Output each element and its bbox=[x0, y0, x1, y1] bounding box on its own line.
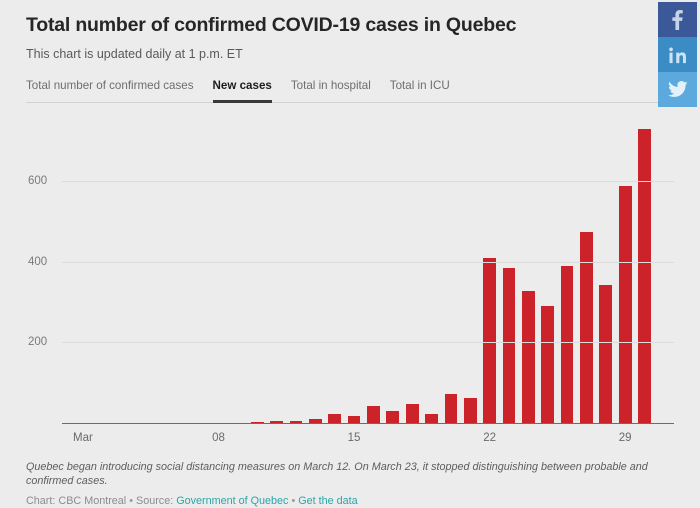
bar[interactable] bbox=[308, 419, 322, 423]
bar[interactable] bbox=[618, 185, 632, 423]
share-linkedin-button[interactable] bbox=[658, 37, 697, 72]
share-twitter-button[interactable] bbox=[658, 72, 697, 107]
credit-chart-by: Chart: CBC Montreal bbox=[26, 495, 127, 507]
bar[interactable] bbox=[347, 416, 361, 423]
bar[interactable] bbox=[599, 285, 613, 423]
x-axis-line bbox=[62, 423, 674, 425]
twitter-icon bbox=[667, 81, 688, 97]
x-axis-label-15: 15 bbox=[347, 432, 361, 444]
bar[interactable] bbox=[502, 268, 516, 423]
x-axis-label-22: 22 bbox=[483, 432, 497, 444]
tab-total-in-hospital[interactable]: Total in hospital bbox=[290, 79, 371, 92]
chart-credit: Chart: CBC Montreal • Source: Government… bbox=[26, 488, 674, 508]
share-facebook-button[interactable] bbox=[658, 2, 697, 37]
chart-footnotes: Quebec began introducing social distanci… bbox=[26, 451, 674, 508]
x-axis-label-29: 29 bbox=[618, 432, 632, 444]
credit-separator-2: • bbox=[291, 495, 296, 507]
bar[interactable] bbox=[386, 410, 400, 423]
y-axis-label-400: 400 bbox=[28, 255, 48, 268]
bar[interactable] bbox=[560, 266, 574, 423]
bar[interactable] bbox=[541, 306, 555, 423]
chart-header: Total number of confirmed COVID-19 cases… bbox=[0, 0, 700, 62]
chart-tabs: Total number of confirmed cases New cases… bbox=[26, 62, 674, 103]
tab-new-cases[interactable]: New cases bbox=[212, 79, 272, 103]
tab-total-number-of-confirmed-cases[interactable]: Total number of confirmed cases bbox=[26, 79, 194, 92]
bar[interactable] bbox=[521, 290, 535, 423]
y-axis-label-200: 200 bbox=[28, 336, 48, 349]
bar[interactable] bbox=[289, 421, 303, 423]
chart-subtitle: This chart is updated daily at 1 p.m. ET bbox=[26, 47, 243, 61]
social-share-stack bbox=[658, 2, 697, 107]
bar[interactable] bbox=[483, 257, 496, 423]
bar[interactable] bbox=[328, 414, 342, 423]
tab-total-in-icu[interactable]: Total in ICU bbox=[389, 79, 450, 92]
page-title: Total number of confirmed COVID-19 cases… bbox=[26, 14, 517, 36]
gridline-600 bbox=[62, 181, 674, 183]
chart-note: Quebec began introducing social distanci… bbox=[26, 461, 648, 487]
bar[interactable] bbox=[367, 406, 380, 423]
bar[interactable] bbox=[250, 421, 264, 423]
bar[interactable] bbox=[425, 413, 438, 423]
bar-series bbox=[62, 103, 674, 451]
bar[interactable] bbox=[463, 398, 477, 423]
bar[interactable] bbox=[638, 129, 651, 423]
source-link[interactable]: Government of Quebec bbox=[176, 495, 289, 507]
bar[interactable] bbox=[444, 394, 458, 423]
bar[interactable] bbox=[270, 421, 283, 423]
bar[interactable] bbox=[580, 231, 593, 423]
linkedin-icon bbox=[668, 47, 686, 63]
facebook-icon bbox=[672, 9, 683, 30]
y-axis-label-600: 600 bbox=[28, 175, 48, 188]
credit-separator-1: • bbox=[129, 495, 133, 507]
chart-plot-area: 200 400 600 Mar 08 15 22 29 bbox=[26, 103, 674, 451]
chart-canvas: 200 400 600 Mar 08 15 22 29 bbox=[26, 103, 674, 451]
bar[interactable] bbox=[405, 403, 419, 423]
get-the-data-link[interactable]: Get the data bbox=[298, 495, 358, 507]
gridline-400 bbox=[62, 261, 674, 263]
credit-source-label: Source: bbox=[136, 495, 174, 507]
x-axis-label-08: 08 bbox=[212, 432, 225, 444]
x-axis-label-mar: Mar bbox=[73, 432, 93, 444]
gridline-200 bbox=[62, 342, 674, 344]
